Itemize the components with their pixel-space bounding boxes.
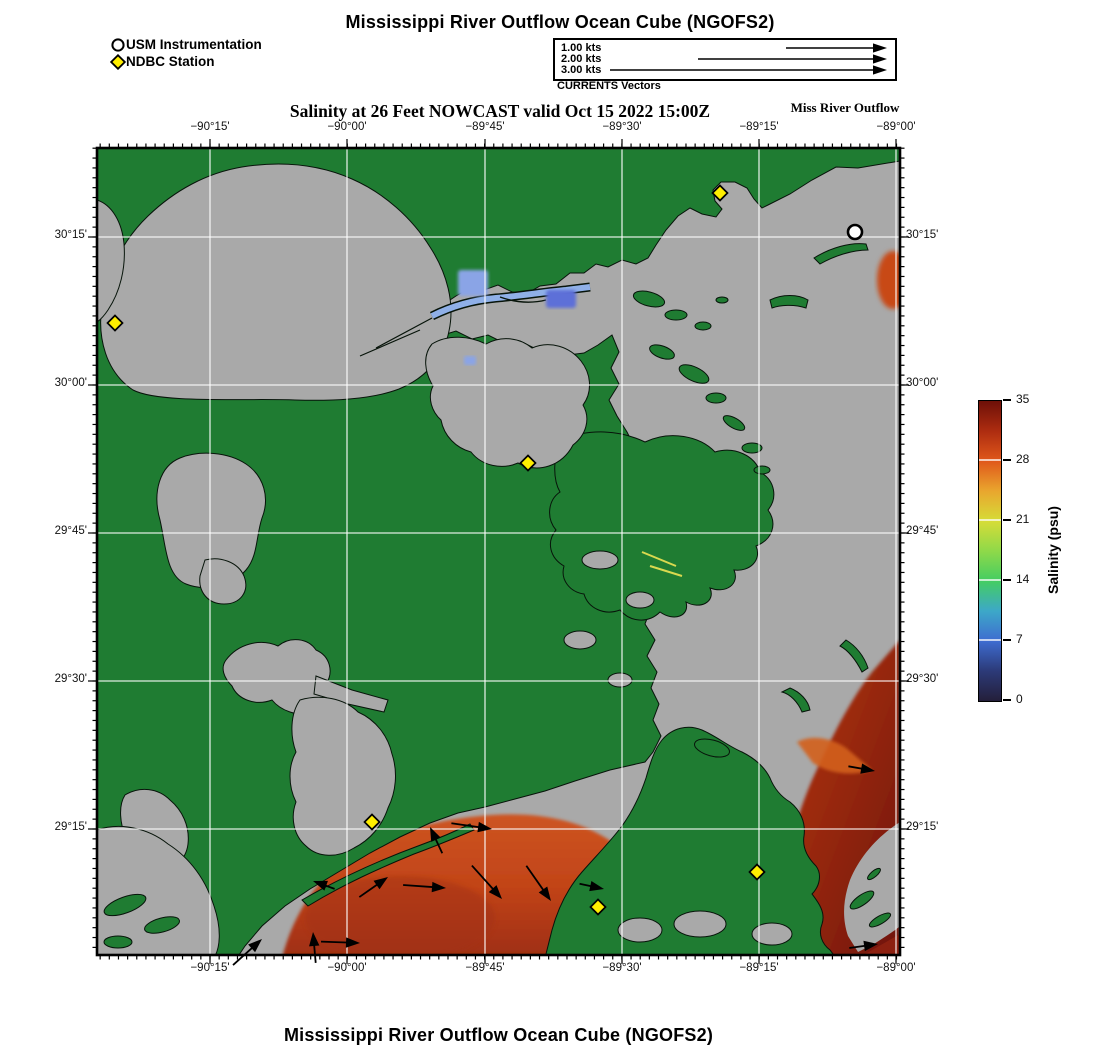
colorbar-tick bbox=[1002, 399, 1011, 401]
lon-tick-label-top: −90°00' bbox=[327, 121, 367, 133]
lon-tick-label-bottom: −89°30' bbox=[602, 962, 642, 974]
lon-tick-label-bottom: −89°45' bbox=[465, 962, 505, 974]
colorbar-tick bbox=[1002, 699, 1011, 701]
ndbc-station-marker bbox=[106, 314, 124, 332]
current-vector-arrow bbox=[471, 864, 502, 899]
colorbar-tick-label: 7 bbox=[1016, 632, 1023, 646]
colorbar-tick bbox=[1002, 579, 1011, 581]
salinity-patch-northeast bbox=[877, 251, 900, 309]
vector-key-label-1: 1.00 kts bbox=[561, 42, 602, 54]
lon-tick-label-top: −89°15' bbox=[739, 121, 779, 133]
graticule-gridlines bbox=[97, 148, 900, 955]
lat-tick-label-left: 30°00' bbox=[54, 377, 87, 389]
vector-key-arrow bbox=[610, 65, 887, 75]
lat-tick-label-right: 30°15' bbox=[906, 229, 939, 241]
markers-layer bbox=[106, 184, 878, 966]
lon-tick-label-top: −89°30' bbox=[602, 121, 642, 133]
lat-tick-label-right: 29°30' bbox=[906, 673, 939, 685]
current-vector-arrow bbox=[313, 880, 335, 891]
colorbar-tick-label: 21 bbox=[1016, 512, 1030, 526]
current-vector-arrow bbox=[232, 939, 262, 966]
current-vector-arrow bbox=[849, 940, 878, 952]
lon-tick-label-bottom: −89°15' bbox=[739, 962, 779, 974]
chandeleur-islands bbox=[839, 639, 869, 673]
lat-tick-label-left: 29°15' bbox=[54, 821, 87, 833]
lake-maurepas bbox=[97, 199, 125, 323]
current-vector-arrow bbox=[430, 827, 444, 854]
lon-tick-label-bottom: −90°00' bbox=[327, 962, 367, 974]
ndbc-station-marker bbox=[589, 898, 607, 916]
map-frame bbox=[95, 146, 902, 957]
lat-tick-label-right: 30°00' bbox=[906, 377, 939, 389]
ndbc-diamond-icon bbox=[110, 53, 126, 70]
ndbc-station-marker bbox=[711, 184, 729, 202]
vector-key-arrow bbox=[786, 43, 887, 53]
current-vector-arrow bbox=[320, 937, 360, 948]
colorbar-tick-label: 35 bbox=[1016, 392, 1030, 406]
river-low-salinity bbox=[359, 270, 683, 577]
lon-tick-label-top: −89°00' bbox=[876, 121, 916, 133]
colorbar-gridline bbox=[979, 459, 1001, 461]
marker-legend: USM Instrumentation NDBC Station bbox=[110, 36, 262, 70]
lat-tick-label-left: 30°15' bbox=[54, 229, 87, 241]
vector-key-label-2: 2.00 kts bbox=[561, 53, 602, 65]
current-vector-arrow bbox=[403, 881, 446, 893]
lat-tick-label-left: 29°45' bbox=[54, 525, 87, 537]
lat-tick-label-right: 29°45' bbox=[906, 525, 939, 537]
colorbar-tick bbox=[1002, 639, 1011, 641]
lon-tick-label-top: −90°15' bbox=[190, 121, 230, 133]
lon-tick-label-top: −89°45' bbox=[465, 121, 505, 133]
colorbar-tick-label: 28 bbox=[1016, 452, 1030, 466]
vector-key-arrow bbox=[698, 54, 887, 64]
current-vector-arrow bbox=[579, 881, 604, 892]
colorbar-gridline bbox=[979, 639, 1001, 641]
lat-tick-label-left: 29°30' bbox=[54, 673, 87, 685]
colorbar-tick bbox=[1002, 459, 1011, 461]
lon-tick-label-bottom: −90°15' bbox=[190, 962, 230, 974]
colorbar-tick-label: 14 bbox=[1016, 572, 1030, 586]
biloxi-marsh-polygon bbox=[549, 431, 775, 621]
current-vector-arrow bbox=[525, 865, 551, 901]
colorbar-gridline bbox=[979, 579, 1001, 581]
figure-title-top: Mississippi River Outflow Ocean Cube (NG… bbox=[345, 12, 775, 32]
currents-caption: CURRENTS Vectors bbox=[557, 80, 661, 92]
low-salinity-patch bbox=[546, 290, 576, 308]
usm-instrumentation-marker bbox=[846, 223, 864, 241]
bay-islets bbox=[103, 893, 180, 949]
usm-circle-icon bbox=[110, 37, 126, 53]
lake-borgne bbox=[425, 336, 590, 469]
lat-tick-label-right: 29°15' bbox=[906, 821, 939, 833]
plot-subtitle: Salinity at 26 Feet NOWCAST valid Oct 15… bbox=[289, 101, 711, 121]
current-vector-arrow bbox=[451, 821, 492, 833]
inland-water-bodies bbox=[97, 163, 793, 955]
colorbar-tick bbox=[1002, 519, 1011, 521]
ndbc-legend-label: NDBC Station bbox=[126, 54, 215, 69]
colorbar-tick-label: 0 bbox=[1016, 692, 1023, 706]
colorbar bbox=[978, 400, 1002, 702]
lon-tick-label-bottom: −89°00' bbox=[876, 962, 916, 974]
currents-vector-key: 1.00 kts 2.00 kts 3.00 kts bbox=[553, 38, 897, 81]
mid-salinity-streaks bbox=[641, 551, 683, 577]
ndbc-station-marker bbox=[748, 863, 766, 881]
current-vector-arrow bbox=[309, 932, 320, 963]
current-vector-arrow bbox=[848, 763, 875, 774]
figure-title-bottom: Mississippi River Outflow Ocean Cube (NG… bbox=[283, 1025, 714, 1045]
colorbar-gridline bbox=[979, 519, 1001, 521]
usm-legend-label: USM Instrumentation bbox=[126, 37, 262, 52]
ndbc-station-marker bbox=[519, 454, 537, 472]
vector-key-arrows bbox=[610, 43, 887, 75]
vector-key-label-3: 3.00 kts bbox=[561, 64, 602, 76]
ndbc-station-marker bbox=[363, 813, 381, 831]
barrier-spit bbox=[301, 823, 475, 907]
current-vector-arrow bbox=[358, 877, 388, 898]
colorbar-title: Salinity (psu) bbox=[1045, 506, 1061, 594]
miss-river-outflow-note: Miss River Outflow bbox=[790, 100, 900, 115]
low-salinity-patch bbox=[458, 270, 488, 296]
southeast-channel bbox=[844, 822, 900, 955]
